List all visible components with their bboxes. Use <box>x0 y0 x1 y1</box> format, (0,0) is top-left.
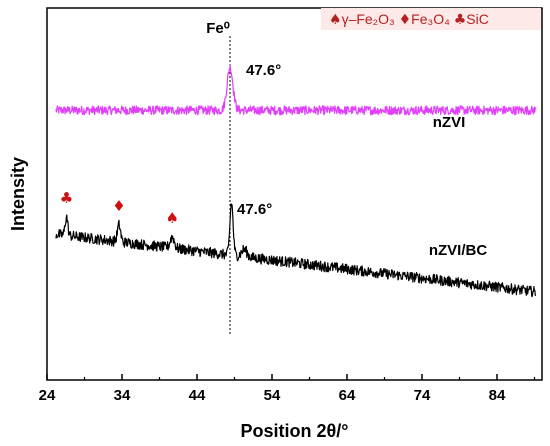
plot-frame <box>46 7 543 381</box>
legend-box <box>321 8 541 30</box>
reference-line-group: Fe⁰ <box>206 20 231 336</box>
legend-marker-1: ♦ <box>399 12 412 28</box>
legend-text: ♠γ–Fe₂O₃ ♦Fe₃O₄ ♣SiC <box>329 11 489 28</box>
legend-label-1: Fe₃O₄ <box>411 11 454 27</box>
series-line-nzvi-bc <box>55 203 537 298</box>
x-tick-label: 74 <box>414 387 431 404</box>
legend-label-2: SiC <box>466 11 489 27</box>
peak-annotation-nzvi-bc: 47.6° <box>237 201 272 218</box>
x-tick-label: 64 <box>339 387 356 404</box>
peak-markers: ♣ ♦ ♠ <box>60 189 179 227</box>
x-tick-label: 54 <box>264 387 281 404</box>
x-tick-label: 34 <box>114 387 131 404</box>
series-group <box>55 64 537 298</box>
legend-marker-0: ♠ <box>329 12 342 28</box>
peak-annotation-nzvi: 47.6° <box>246 62 281 79</box>
x-axis: 24 34 44 54 64 74 84 Position 2θ/° Intensity <box>8 157 536 441</box>
x-tick-label: 84 <box>489 387 506 404</box>
series-line-nzvi <box>55 64 537 116</box>
y-axis-title: Intensity <box>8 157 28 231</box>
x-tick-label: 44 <box>189 387 206 404</box>
x-tick-label: 24 <box>39 387 56 404</box>
peak-marker-0: ♣ <box>60 189 73 207</box>
fe0-label: Fe⁰ <box>206 20 230 37</box>
legend-label-0: γ–Fe₂O₃ <box>342 11 399 27</box>
legend-marker-2: ♣ <box>454 12 467 28</box>
x-axis-title: Position 2θ/° <box>241 421 349 441</box>
series-label-nzvi: nZVI <box>433 114 466 131</box>
peak-marker-1: ♦ <box>112 197 125 215</box>
legend: ♠γ–Fe₂O₃ ♦Fe₃O₄ ♣SiC <box>321 8 541 30</box>
plot-border <box>46 7 543 381</box>
series-label-nzvi-bc: nZVI/BC <box>429 242 487 259</box>
chart-labels: nZVI nZVI/BC 47.6° 47.6° <box>237 62 487 259</box>
peak-marker-2: ♠ <box>166 209 179 227</box>
